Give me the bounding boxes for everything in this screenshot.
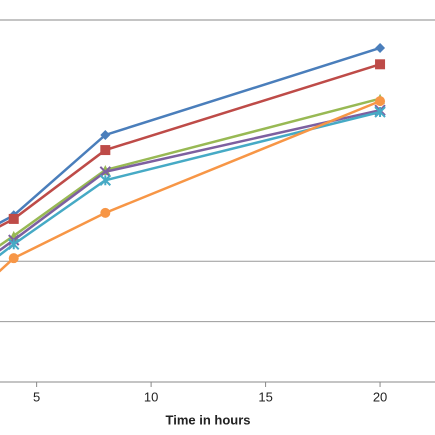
marker: [375, 59, 386, 70]
marker: [99, 166, 112, 178]
marker: [100, 207, 111, 218]
x-tick-label: 10: [144, 389, 158, 404]
marker: [99, 174, 112, 186]
marker: [375, 42, 386, 53]
series-line: [0, 46, 381, 225]
series-line: [0, 97, 381, 247]
series-line: [0, 110, 381, 257]
marker: [100, 145, 111, 156]
marker: [375, 96, 386, 107]
x-tick-label: 15: [258, 389, 272, 404]
x-tick-label: 20: [373, 389, 387, 404]
series-line: [0, 99, 381, 273]
x-axis-label: Time in hours: [166, 412, 251, 427]
marker: [8, 253, 19, 264]
series-line: [0, 108, 381, 252]
marker: [374, 106, 386, 118]
x-tick-label: 5: [33, 389, 40, 404]
plot-area: [0, 42, 386, 273]
marker: [8, 238, 20, 250]
series-line: [0, 63, 381, 228]
marker: [8, 213, 19, 224]
marker: [100, 129, 111, 140]
